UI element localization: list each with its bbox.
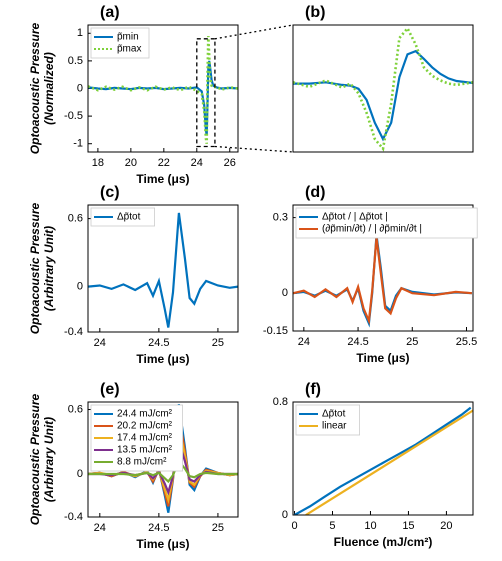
series-line: [293, 25, 473, 152]
zoom-connector: [214, 145, 294, 153]
panel-label: (f): [305, 381, 321, 398]
legend-label: Δp̃tot: [322, 409, 346, 420]
x-tick-label: 5: [329, 520, 335, 532]
axes-frame: [292, 204, 474, 332]
zoom-box: [196, 38, 216, 148]
y-tick-label: 1: [77, 27, 83, 39]
series-line: [293, 49, 473, 142]
legend-label: 20.2 mJ/cm²: [117, 421, 173, 432]
y-tick-label: 0.6: [68, 213, 83, 225]
y-tick-label: -0.4: [64, 326, 83, 338]
y-tick-label: 0: [77, 468, 83, 480]
legend-label: 8.8 mJ/cm²: [117, 457, 167, 468]
series-line: [293, 406, 472, 515]
legend-label: Δp̃tot: [117, 212, 141, 223]
y-axis-label: Optoacoustic Pressure: [28, 22, 42, 154]
x-axis-label: Time (μs): [136, 537, 189, 551]
panel-label: (b): [305, 4, 325, 21]
x-tick-label: 25.5: [456, 336, 477, 348]
x-tick-label: 22: [158, 157, 170, 169]
y-axis-label: Optoacoustic Pressure: [28, 393, 42, 525]
x-axis-label: Time (μs): [356, 351, 409, 365]
y-tick-label: 0.3: [273, 212, 288, 224]
panel-label: (d): [305, 184, 325, 201]
legend-box: [295, 207, 478, 239]
legend-label: (∂p̃min/∂t) / | ∂p̃min/∂t |: [322, 224, 422, 235]
plot-area: [293, 25, 473, 152]
x-tick-label: 24.5: [148, 337, 169, 349]
legend-label: linear: [322, 421, 347, 432]
x-tick-label: 15: [402, 520, 414, 532]
y-tick-label: -0.4: [64, 511, 83, 523]
y-tick-label: -0.5: [64, 110, 83, 122]
x-tick-label: 0: [291, 520, 297, 532]
x-tick-label: 24: [298, 336, 310, 348]
series-line: [305, 409, 473, 515]
x-tick-label: 24.5: [148, 522, 169, 534]
panel-label: (a): [100, 4, 120, 21]
x-tick-label: 25: [212, 522, 224, 534]
axes-frame: [87, 204, 239, 333]
y-tick-label: -0.15: [263, 325, 288, 337]
x-tick-label: 24: [191, 157, 203, 169]
series-line: [88, 212, 238, 328]
x-tick-label: 25: [212, 337, 224, 349]
legend-box: [295, 404, 360, 436]
y-axis-label: (Normalized): [42, 52, 56, 125]
x-tick-label: 20: [440, 520, 452, 532]
legend-box: [90, 27, 150, 59]
y-axis-label: (Arbitrary Unit): [42, 226, 56, 311]
y-tick-label: 0.5: [68, 55, 83, 67]
x-tick-label: 10: [364, 520, 376, 532]
legend-label: Δp̃tot / | Δp̃tot |: [322, 212, 388, 223]
series-line: [293, 237, 472, 326]
x-tick-label: 26: [224, 157, 236, 169]
axes-frame: [87, 24, 239, 153]
y-tick-label: 0: [282, 509, 288, 521]
panel-label: (c): [100, 184, 120, 201]
y-tick-label: 0: [77, 82, 83, 94]
y-tick-label: 0.6: [68, 403, 83, 415]
y-tick-label: 0: [282, 287, 288, 299]
legend-label: 13.5 mJ/cm²: [117, 445, 173, 456]
axes-frame: [87, 401, 239, 518]
legend-box: [90, 207, 155, 227]
axes-frame: [292, 24, 474, 153]
x-axis-label: Fluence (mJ/cm²): [334, 535, 433, 549]
y-tick-label: -1: [73, 138, 83, 150]
x-tick-label: 20: [125, 157, 137, 169]
x-axis-label: Time (μs): [136, 352, 189, 366]
x-tick-label: 24.5: [347, 336, 368, 348]
legend-label: p̃max: [117, 44, 141, 55]
legend-label: p̃min: [117, 32, 139, 43]
x-tick-label: 18: [92, 157, 104, 169]
zoom-connector: [214, 24, 294, 40]
y-tick-label: 0: [77, 281, 83, 293]
legend-label: 17.4 mJ/cm²: [117, 433, 173, 444]
y-axis-label: Optoacoustic Pressure: [28, 202, 42, 334]
y-axis-label: (Arbitrary Unit): [42, 417, 56, 502]
x-tick-label: 24: [94, 337, 106, 349]
y-tick-label: 0.8: [273, 396, 288, 408]
series-line: [88, 35, 238, 144]
panel-label: (e): [100, 381, 120, 398]
series-line: [88, 458, 238, 484]
x-axis-label: Time (μs): [136, 172, 189, 186]
x-tick-label: 24: [94, 522, 106, 534]
legend-label: 24.4 mJ/cm²: [117, 409, 173, 420]
axes-frame: [292, 401, 474, 516]
x-tick-label: 25: [406, 336, 418, 348]
